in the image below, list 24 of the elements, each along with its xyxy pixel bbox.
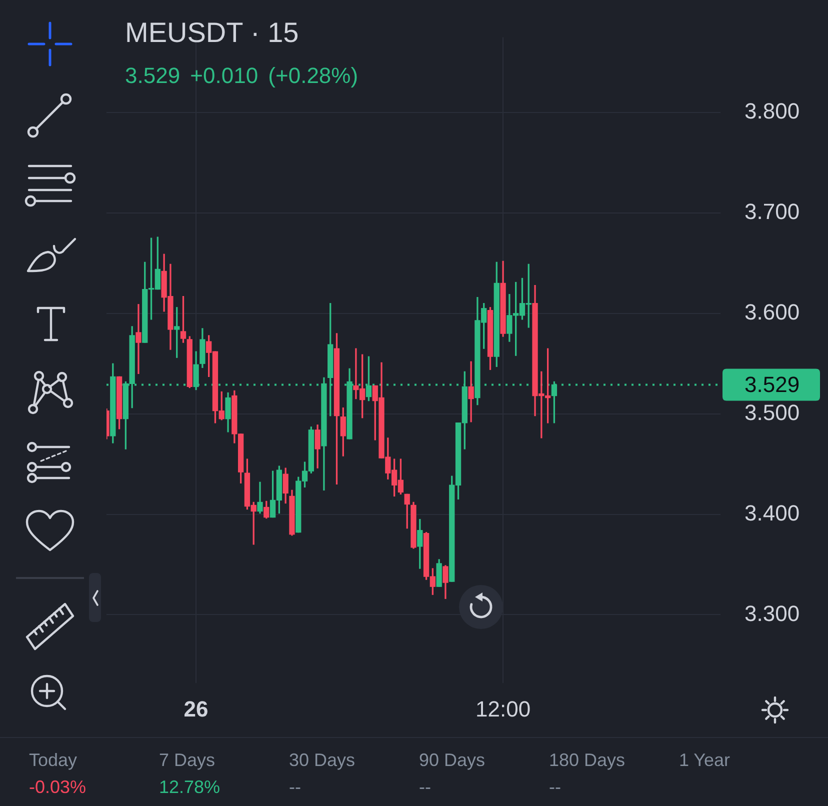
data-label: -- (289, 777, 302, 797)
y-tick-label: 3.700 (744, 199, 800, 224)
ref-line-label: 3.529 (744, 372, 800, 397)
candlestick (468, 361, 474, 422)
y-tick-label: 3.400 (744, 500, 800, 526)
x-tick-label: 26 (184, 696, 208, 722)
data-label: 12.78% (159, 777, 220, 797)
text: 3.529 +0.010 (+0.28%) (125, 63, 358, 88)
y-tick-label: 3.800 (744, 98, 800, 124)
category-label: Today (29, 750, 78, 770)
category-label: 90 Days (419, 750, 486, 770)
data-label: -0.03% (29, 777, 86, 797)
candlestick (136, 304, 142, 374)
category-label: 7 Days (159, 750, 216, 770)
y-tick-label: 3.600 (744, 299, 800, 324)
x-tick-label: 12:00 (476, 696, 531, 722)
data-label: -- (419, 777, 432, 797)
chart-title: MEUSDT · 15 (125, 17, 299, 48)
category-label: 30 Days (289, 750, 356, 770)
y-tick-label: 3.300 (744, 600, 800, 626)
data-label: -- (549, 777, 562, 797)
y-tick-label: 3.500 (744, 400, 800, 425)
category-label: 1 Year (679, 750, 730, 770)
category-label: 180 Days (549, 750, 626, 770)
